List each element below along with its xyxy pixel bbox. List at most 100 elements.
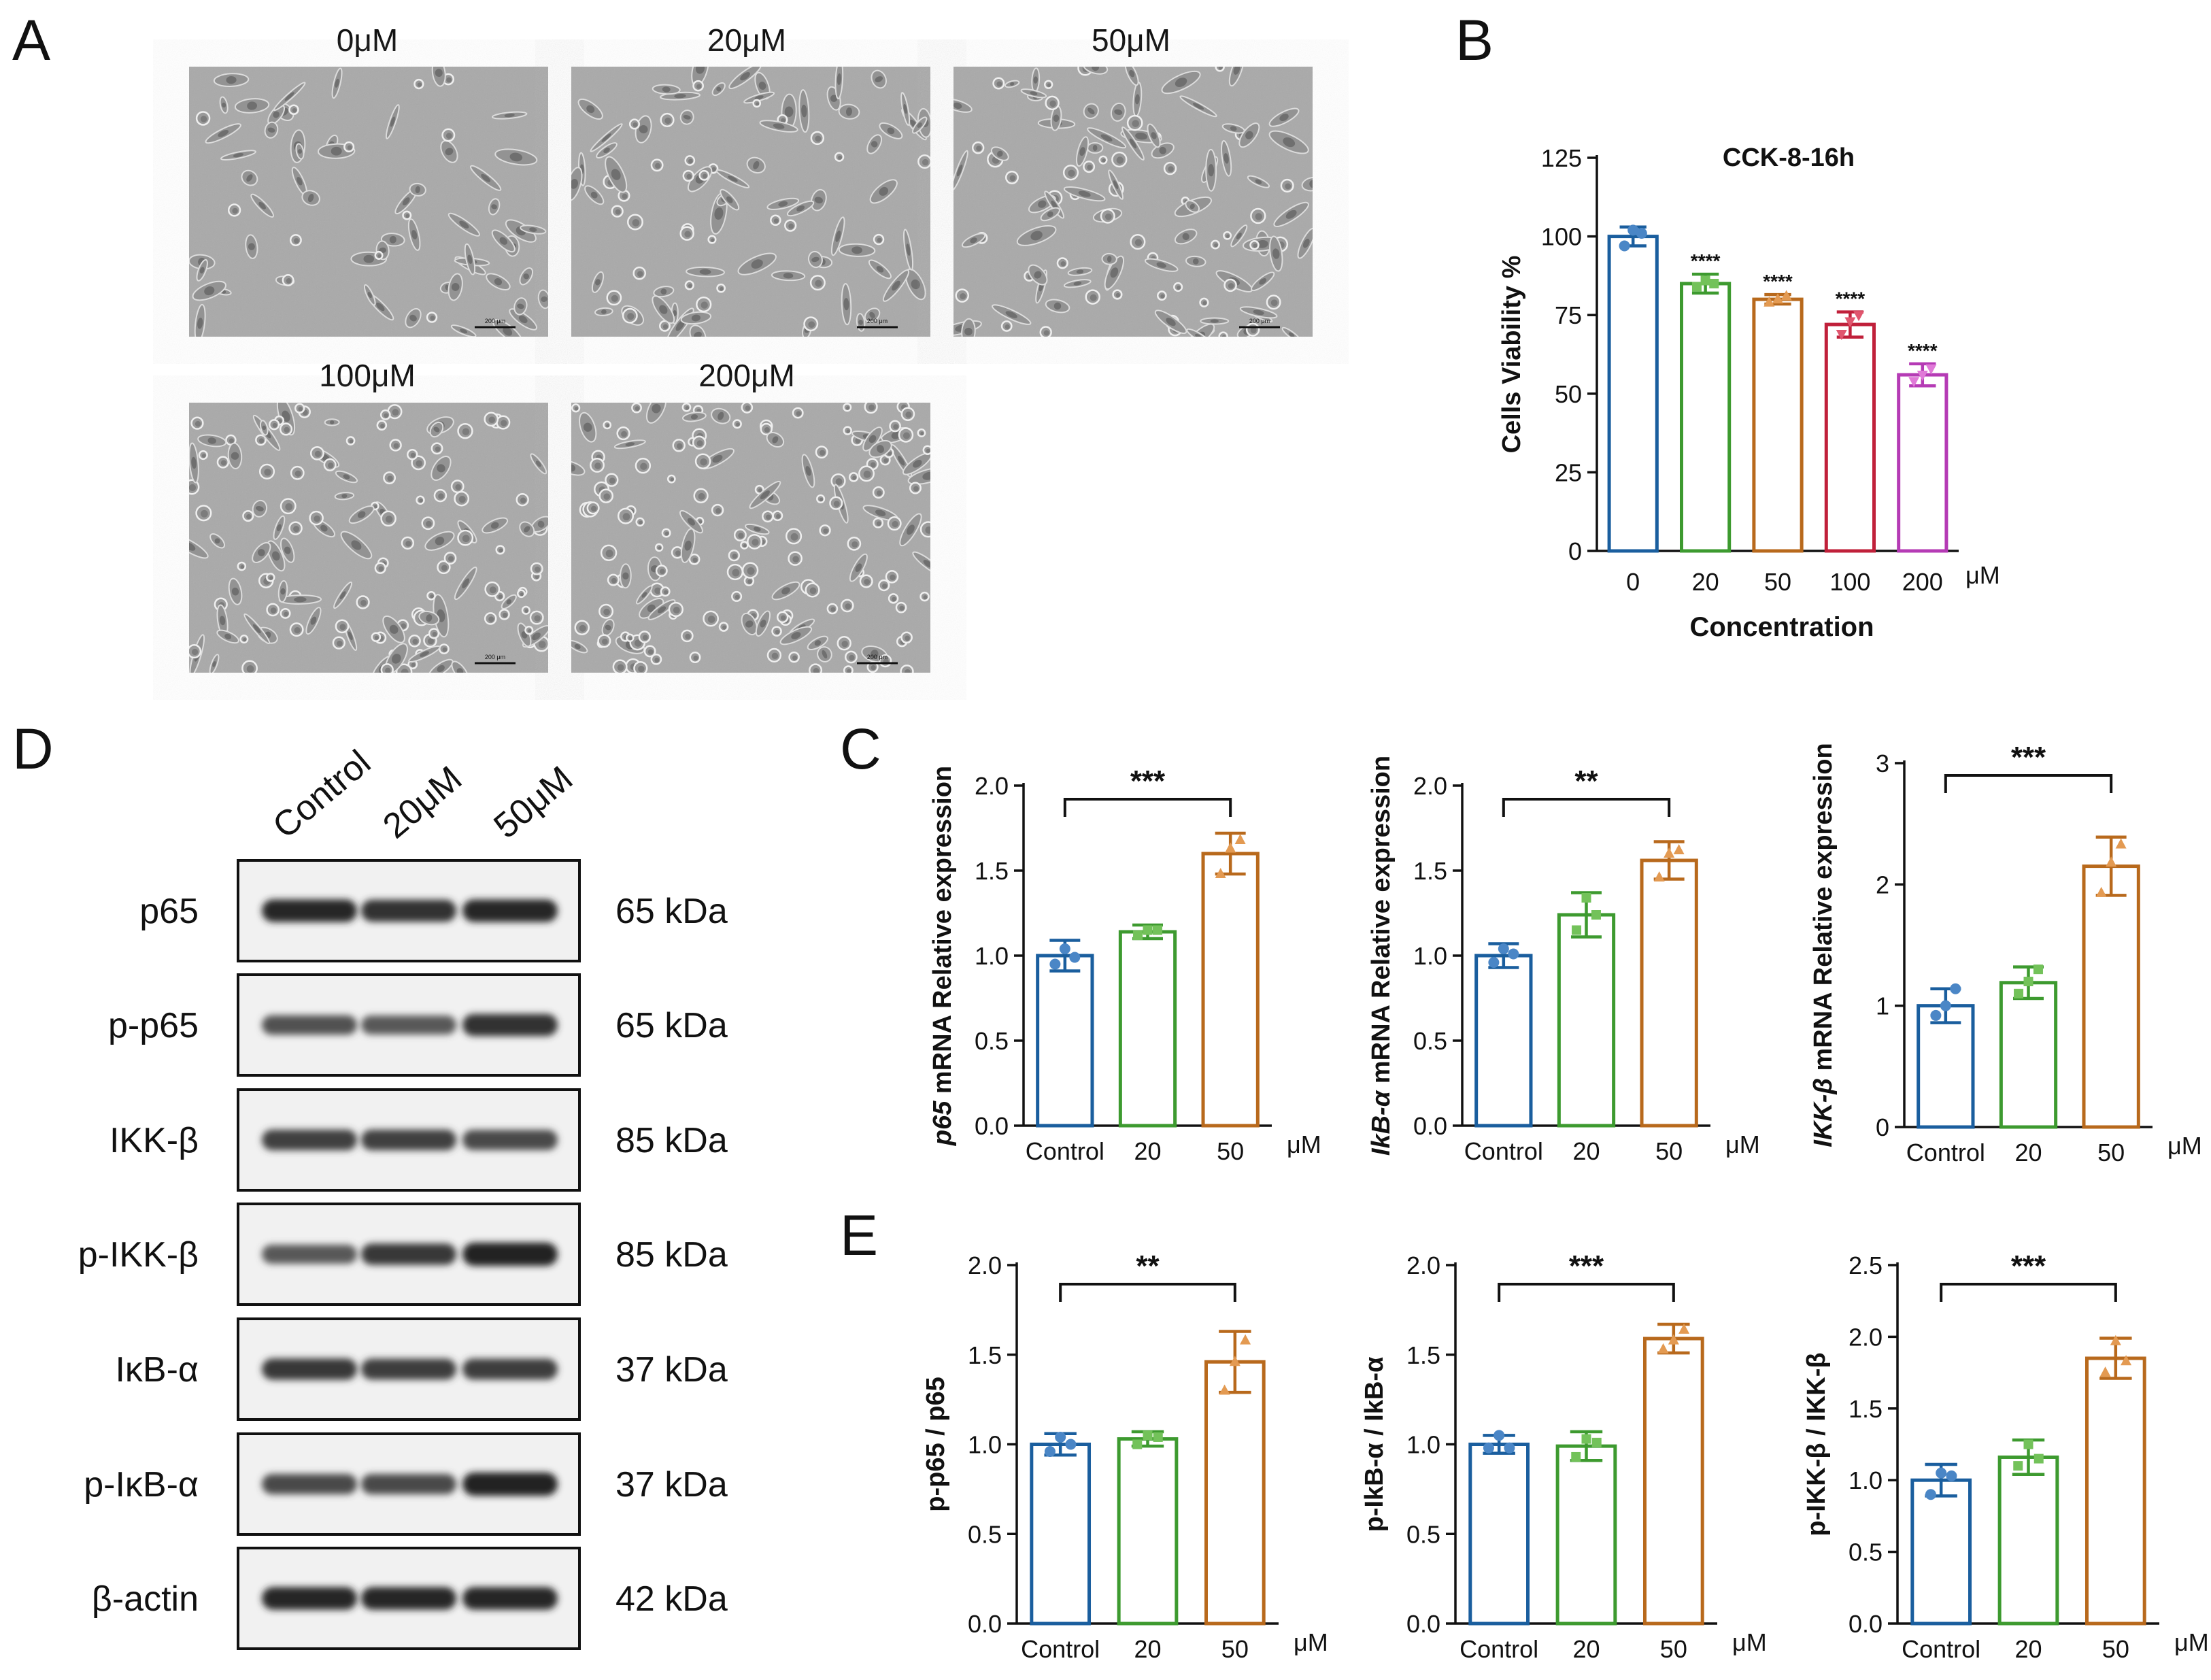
cell-nucleus [314, 450, 321, 457]
y-tick-label: 0.5 [975, 1027, 1009, 1055]
cell-nucleus [430, 594, 434, 599]
y-tick-label: 1.5 [1849, 1395, 1883, 1423]
cell-nucleus [905, 411, 912, 418]
cell-nucleus [417, 82, 422, 87]
cell-body [231, 452, 239, 460]
cell-nucleus [292, 108, 297, 113]
micrograph-tile: 200 μm [189, 67, 548, 337]
data-point [1636, 227, 1647, 239]
micrograph-cells [189, 403, 548, 673]
cell-nucleus [639, 520, 643, 525]
cell-nucleus [258, 438, 265, 443]
cell-body [226, 76, 237, 84]
cell-body [517, 303, 524, 309]
cell-nucleus [385, 667, 391, 673]
cell-nucleus [498, 594, 503, 599]
scale-bar-label: 200 μm [485, 654, 505, 660]
x-tick-label: 50 [1221, 1635, 1249, 1663]
cell-body [219, 616, 226, 626]
blot-band [262, 1474, 357, 1494]
x-tick-label: Control [1902, 1635, 1980, 1663]
panel-label-a: A [12, 8, 50, 72]
data-point [1240, 1334, 1251, 1345]
cell-nucleus [628, 637, 632, 641]
blot-column-label: Control [265, 743, 378, 846]
cell-nucleus [1043, 330, 1049, 336]
cell-body [760, 490, 770, 499]
cell-body [898, 456, 905, 466]
cell-nucleus [868, 404, 875, 411]
cell-body [1208, 164, 1215, 177]
cell-body [1182, 233, 1189, 241]
blot-size-label: 65 kDa [615, 1006, 728, 1045]
cell-body [294, 597, 307, 603]
cell-nucleus [849, 654, 855, 661]
blot-row: p65 65 kDa [139, 859, 728, 962]
significance-label: **** [1691, 250, 1721, 271]
micrograph-label-3: 100μM [319, 358, 416, 393]
cell-body [503, 327, 513, 336]
cell-nucleus [284, 611, 288, 617]
cell-nucleus [520, 592, 524, 597]
data-point [2095, 886, 2107, 897]
y-tick-label: 125 [1541, 144, 1582, 172]
significance-bracket [1059, 1283, 1236, 1302]
bar-20 [1118, 930, 1177, 1128]
cell-body [529, 227, 537, 232]
x-tick-label: 20 [2014, 1635, 2042, 1663]
cell-nucleus [411, 662, 416, 667]
y-axis-label: IKK-β mRNA Relative expression [1809, 743, 1838, 1147]
cell-body [822, 650, 828, 659]
cell-body [837, 73, 841, 86]
cell-body [1283, 137, 1296, 148]
cell-nucleus [435, 446, 441, 452]
panel-label-e: E [840, 1203, 878, 1267]
y-axis-label: p-p65 / p65 [922, 1377, 950, 1512]
data-point [2099, 1366, 2111, 1377]
data-point [2013, 1461, 2023, 1471]
cell-nucleus [622, 193, 628, 199]
cell-nucleus [501, 420, 507, 426]
blot-protein-label: p-IκB-α [84, 1465, 199, 1505]
cell-nucleus [285, 503, 293, 511]
cell-nucleus [899, 605, 905, 611]
significance-bracket [1944, 774, 2113, 793]
cell-nucleus [191, 648, 199, 656]
cell-nucleus [1221, 335, 1226, 337]
blot-band [462, 1242, 558, 1266]
cell-body [1129, 69, 1135, 78]
cell-body [1233, 67, 1240, 75]
cell-body [273, 111, 280, 118]
cell-nucleus [766, 514, 771, 520]
cell-body [272, 551, 280, 561]
cell-body [1192, 258, 1199, 265]
data-point [1763, 296, 1775, 307]
cell-nucleus [1049, 100, 1056, 107]
chart-title: CCK-8-16h [1723, 144, 1855, 172]
cell-nucleus [640, 463, 647, 470]
cell-nucleus [658, 546, 662, 550]
bar-50 [1204, 1360, 1266, 1626]
data-point [1627, 224, 1639, 236]
blot-protein-label: IKK-β [109, 1121, 199, 1160]
cell-nucleus [594, 463, 601, 469]
cell-body [745, 620, 754, 628]
data-point [1055, 1431, 1066, 1443]
cell-nucleus [611, 577, 617, 584]
blot-protein-label: p-IKK-β [78, 1235, 199, 1275]
cell-body [1195, 333, 1202, 337]
cell-nucleus [654, 587, 661, 594]
panel-label-c: C [840, 717, 881, 781]
cell-body [875, 76, 883, 82]
cell-nucleus [374, 635, 379, 640]
cell-nucleus [780, 615, 786, 621]
y-tick-label: 0.0 [975, 1112, 1009, 1140]
cell-body [660, 288, 667, 295]
cell-body [751, 259, 763, 269]
data-point [1133, 930, 1143, 940]
cell-nucleus [830, 607, 836, 612]
data-point [1153, 1432, 1163, 1442]
cell-nucleus [448, 556, 454, 562]
unit-label: μM [2174, 1628, 2209, 1656]
x-tick-label: 20 [1572, 1137, 1600, 1165]
